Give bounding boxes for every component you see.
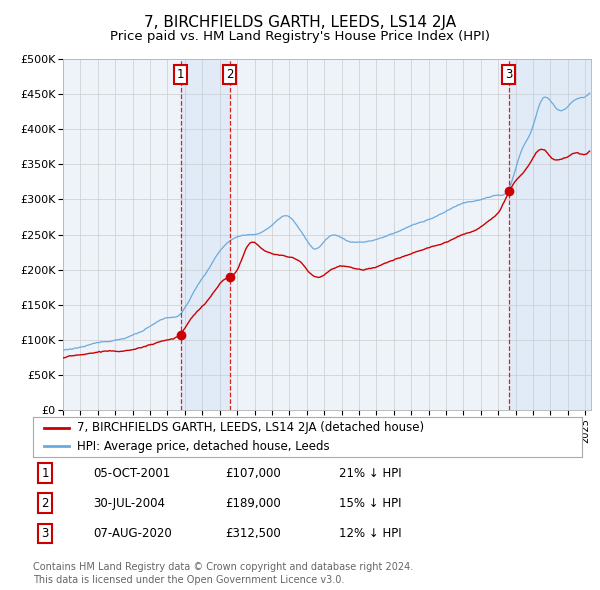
Text: 3: 3	[41, 527, 49, 540]
Text: 2: 2	[226, 68, 233, 81]
Text: 2: 2	[41, 497, 49, 510]
Text: 1: 1	[177, 68, 184, 81]
Text: 7, BIRCHFIELDS GARTH, LEEDS, LS14 2JA: 7, BIRCHFIELDS GARTH, LEEDS, LS14 2JA	[144, 15, 456, 30]
Text: 3: 3	[505, 68, 512, 81]
Text: 7, BIRCHFIELDS GARTH, LEEDS, LS14 2JA (detached house): 7, BIRCHFIELDS GARTH, LEEDS, LS14 2JA (d…	[77, 421, 424, 434]
Text: 12% ↓ HPI: 12% ↓ HPI	[339, 527, 401, 540]
Text: HPI: Average price, detached house, Leeds: HPI: Average price, detached house, Leed…	[77, 440, 329, 453]
Text: £312,500: £312,500	[225, 527, 281, 540]
Text: 1: 1	[41, 467, 49, 480]
Text: £189,000: £189,000	[225, 497, 281, 510]
Text: Contains HM Land Registry data © Crown copyright and database right 2024.
This d: Contains HM Land Registry data © Crown c…	[33, 562, 413, 585]
Text: 07-AUG-2020: 07-AUG-2020	[93, 527, 172, 540]
Text: Price paid vs. HM Land Registry's House Price Index (HPI): Price paid vs. HM Land Registry's House …	[110, 30, 490, 43]
Bar	[509, 59, 591, 410]
Text: 15% ↓ HPI: 15% ↓ HPI	[339, 497, 401, 510]
Text: 21% ↓ HPI: 21% ↓ HPI	[339, 467, 401, 480]
Bar	[181, 59, 230, 410]
Text: £107,000: £107,000	[225, 467, 281, 480]
Text: 30-JUL-2004: 30-JUL-2004	[93, 497, 165, 510]
Text: 05-OCT-2001: 05-OCT-2001	[93, 467, 170, 480]
